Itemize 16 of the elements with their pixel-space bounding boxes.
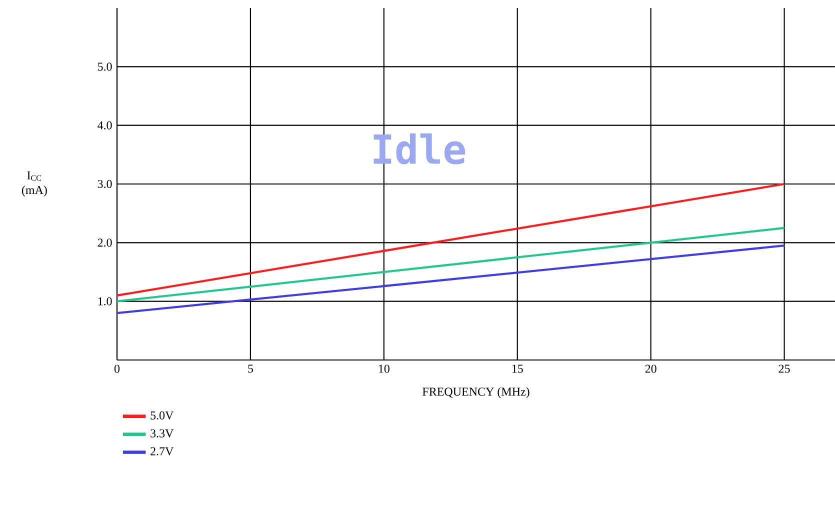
- y-tick-label: 2.0: [98, 238, 112, 247]
- y-tick-label: 4.0: [98, 121, 112, 130]
- x-tick-label: 10: [378, 364, 390, 373]
- legend-label: 5.0V: [150, 411, 174, 420]
- y-axis-title: I$_{CC}$ (mA): [22, 171, 47, 197]
- legend-label: 2.7V: [150, 447, 174, 456]
- x-tick-label: 20: [645, 364, 656, 373]
- x-tick-label: 0: [114, 364, 120, 373]
- x-axis-title: FREQUENCY (MHz): [422, 387, 530, 398]
- legend-label: 3.3V: [150, 429, 174, 438]
- x-tick-label: 5: [248, 364, 254, 373]
- x-tick-label: 15: [512, 364, 523, 373]
- y-tick-label: 1.0: [98, 297, 112, 306]
- x-tick-label: 25: [778, 364, 790, 373]
- y-tick-label: 3.0: [98, 180, 112, 188]
- y-tick-label: 5.0: [98, 62, 112, 71]
